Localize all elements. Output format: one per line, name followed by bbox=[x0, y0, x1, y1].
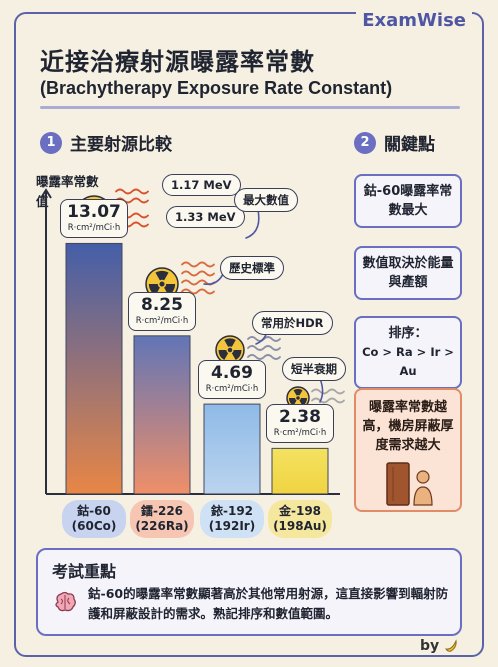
bar-value: 8.25 bbox=[141, 294, 183, 315]
bar-1 bbox=[133, 335, 191, 495]
category-isotope: (60Co) bbox=[71, 519, 117, 533]
category-name: 金-198 bbox=[278, 504, 322, 518]
category-label: 銥-192 (192Ir) bbox=[200, 500, 264, 538]
radiation-icon bbox=[286, 386, 310, 410]
annotation-arrow bbox=[245, 209, 260, 239]
page-frame bbox=[14, 12, 484, 657]
emission-waves bbox=[311, 388, 345, 404]
annotation-history: 歷史標準 bbox=[220, 256, 284, 280]
bar-value: 13.07 bbox=[67, 202, 121, 223]
key-point-order: Co > Ra > Ir > Au bbox=[362, 345, 454, 378]
section-2-number: 2 bbox=[354, 131, 376, 154]
key-point-title: 排序： bbox=[388, 326, 428, 341]
bar-unit: R·cm²/mCi·h bbox=[205, 384, 259, 395]
banana-icon bbox=[444, 639, 457, 652]
bar-unit: R·cm²/mCi·h bbox=[67, 223, 121, 234]
section-1-number: 1 bbox=[40, 131, 62, 154]
emission-waves bbox=[115, 188, 149, 204]
annotation-hdr: 常用於HDR bbox=[252, 311, 333, 335]
exam-focus-title: 考試重點 bbox=[52, 562, 117, 581]
bar-value-card: 8.25 R·cm²/mCi·h bbox=[128, 291, 196, 331]
key-point-card: 鈷-60曝露率常數最大 bbox=[354, 174, 462, 228]
annotation-max: 最大數值 bbox=[234, 188, 298, 212]
page-title: 近接治療射源曝露率常數 bbox=[40, 48, 315, 76]
energy-note-1: 1.17 MeV bbox=[162, 174, 241, 196]
bar-2 bbox=[203, 403, 261, 495]
bar-unit: R·cm²/mCi·h bbox=[135, 315, 189, 326]
emission-waves bbox=[247, 336, 281, 360]
shielding-person-icon bbox=[386, 462, 433, 506]
key-point-card: 數值取決於能量與產額 bbox=[354, 246, 462, 300]
key-point-card: 排序： Co > Ra > Ir > Au bbox=[354, 316, 462, 389]
section-1-heading: 1 主要射源比較 bbox=[40, 130, 172, 155]
bar-value: 4.69 bbox=[211, 363, 253, 384]
brand-logo: ExamWise bbox=[356, 10, 472, 31]
bar-0 bbox=[65, 242, 123, 495]
key-point-highlight-card: 曝露率常數越高，機房屏蔽厚度需求越大 bbox=[354, 388, 462, 512]
bar-value-card: 4.69 R·cm²/mCi·h bbox=[198, 360, 266, 400]
bar-3 bbox=[271, 447, 329, 495]
emission-waves bbox=[181, 261, 215, 295]
category-label: 鐳-226 (226Ra) bbox=[130, 500, 194, 538]
category-isotope: (192Ir) bbox=[208, 519, 256, 533]
exam-focus-box: 考試重點 鈷-60的曝露率常數顯著高於其他常用射源，這直接影響到輻射防護和屏蔽設… bbox=[36, 548, 462, 636]
y-axis-arrow bbox=[40, 188, 52, 199]
bar-unit: R·cm²/mCi·h bbox=[273, 428, 327, 439]
category-isotope: (226Ra) bbox=[135, 519, 189, 533]
section-2-title: 關鍵點 bbox=[384, 135, 435, 155]
byline: by bbox=[420, 638, 458, 654]
key-point-highlight-text: 曝露率常數越高，機房屏蔽厚度需求越大 bbox=[362, 400, 454, 453]
section-1-title: 主要射源比較 bbox=[70, 135, 172, 155]
title-underline bbox=[40, 106, 460, 109]
bar-value: 2.38 bbox=[279, 407, 321, 428]
section-2-heading: 2 關鍵點 bbox=[354, 130, 435, 155]
brain-icon bbox=[55, 591, 76, 612]
category-label: 鈷-60 (60Co) bbox=[62, 500, 126, 538]
page-subtitle: (Brachytherapy Exposure Rate Constant) bbox=[40, 78, 393, 98]
bar-value-card: 13.07 R·cm²/mCi·h bbox=[60, 199, 128, 239]
category-isotope: (198Au) bbox=[273, 519, 327, 533]
annotation-short: 短半衰期 bbox=[282, 357, 346, 381]
category-name: 銥-192 bbox=[210, 504, 254, 518]
energy-note-2: 1.33 MeV bbox=[166, 206, 245, 228]
category-name: 鐳-226 bbox=[140, 504, 184, 518]
bar-value-card: 2.38 R·cm²/mCi·h bbox=[266, 404, 334, 444]
byline-text: by bbox=[419, 638, 440, 654]
exam-focus-text: 鈷-60的曝露率常數顯著高於其他常用射源，這直接影響到輻射防護和屏蔽設計的需求。… bbox=[88, 586, 449, 621]
category-label: 金-198 (198Au) bbox=[268, 500, 332, 538]
category-name: 鈷-60 bbox=[77, 504, 111, 518]
